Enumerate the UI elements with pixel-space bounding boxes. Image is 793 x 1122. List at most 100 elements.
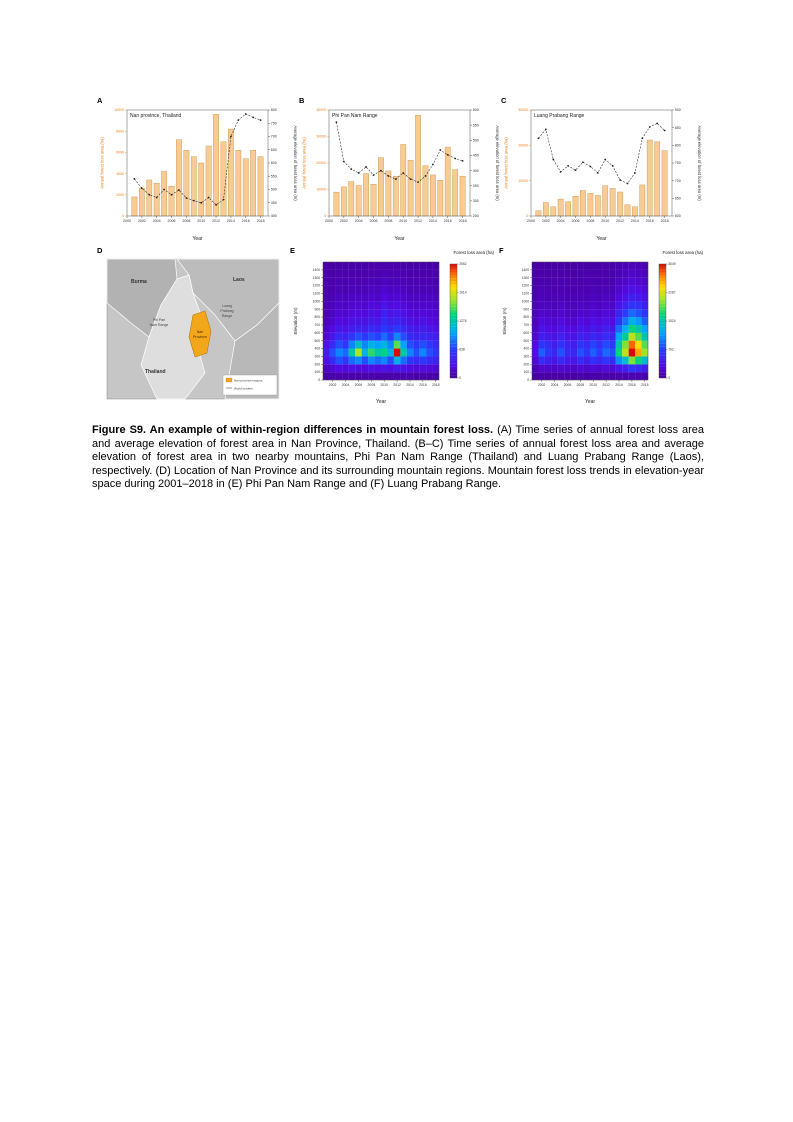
panel-e-heatmap-phi-pan-nam: E 0 100 200 300 400 500 600 700 800 900 1000 1100 120… [290, 245, 496, 407]
svg-text:2012: 2012 [393, 383, 401, 387]
svg-text:2002: 2002 [138, 219, 146, 223]
svg-text:700: 700 [315, 323, 321, 327]
svg-text:550: 550 [473, 123, 479, 127]
map-label-burma: Burma [131, 279, 147, 285]
svg-text:1524: 1524 [668, 319, 676, 323]
svg-text:40000: 40000 [316, 108, 326, 112]
map-region-nan-province [188, 310, 212, 358]
svg-text:2010: 2010 [601, 219, 609, 223]
svg-text:1300: 1300 [522, 276, 530, 280]
svg-text:750: 750 [675, 161, 681, 165]
svg-text:2018: 2018 [661, 219, 669, 223]
svg-text:600: 600 [271, 161, 277, 165]
legend-label-nan: Nan province regions [234, 378, 263, 382]
x-axis-label: Year [585, 399, 595, 405]
svg-text:30000: 30000 [518, 108, 528, 112]
svg-text:2014: 2014 [429, 219, 437, 223]
panel-letter: C [501, 96, 507, 105]
panel-f-svg: F 0 100 200 300 400 500 600 700 800 900 1000 1100 120… [499, 246, 704, 405]
panel-f-heatmap-luang-prabang: F 0 100 200 300 400 500 600 700 800 900 1000 1100 120… [499, 245, 705, 407]
svg-text:2012: 2012 [616, 219, 624, 223]
map-label-laos: Laos [233, 277, 245, 283]
svg-text:0: 0 [527, 378, 529, 382]
svg-text:2008: 2008 [577, 383, 585, 387]
svg-text:2018: 2018 [459, 219, 467, 223]
svg-text:1100: 1100 [313, 292, 320, 296]
svg-text:2018: 2018 [432, 383, 440, 387]
svg-text:2002: 2002 [329, 383, 337, 387]
map-row: D Burma Laos Thailand Phi Pan Nam Range Luang P… [97, 245, 707, 407]
svg-text:0: 0 [668, 376, 670, 380]
colorbar [659, 264, 666, 379]
svg-text:1000: 1000 [522, 299, 530, 303]
legend-label-borders: World borders [234, 386, 253, 390]
svg-text:6000: 6000 [116, 151, 124, 155]
heatmap-cells [532, 262, 649, 381]
svg-text:250: 250 [473, 214, 479, 218]
svg-text:30000: 30000 [316, 135, 326, 139]
svg-text:700: 700 [675, 179, 681, 183]
chart-title: Nan province, Thailand [130, 113, 182, 119]
svg-text:600: 600 [473, 108, 479, 112]
chart-title: Phi Pan Nam Range [332, 113, 378, 119]
map-label-nan-province: Nan [197, 330, 204, 334]
svg-text:2002: 2002 [542, 219, 550, 223]
forest-loss-bars [535, 139, 668, 217]
svg-text:800: 800 [524, 315, 530, 319]
svg-text:2014: 2014 [631, 219, 639, 223]
svg-text:2006: 2006 [168, 219, 176, 223]
right-axis-label: Average elevation of forest loss area (m… [697, 125, 702, 201]
svg-text:2010: 2010 [589, 383, 597, 387]
svg-text:650: 650 [271, 148, 277, 152]
svg-text:2016: 2016 [444, 219, 452, 223]
svg-text:300: 300 [473, 199, 479, 203]
svg-text:2002: 2002 [538, 383, 546, 387]
panel-c-luang-prabang-chart: C 0 10000 20000 30000 600 650 700 750 800 850 900 20… [501, 95, 702, 243]
svg-text:1300: 1300 [313, 276, 321, 280]
figure-caption: Figure S9. An example of within-region d… [92, 424, 704, 492]
svg-text:800: 800 [271, 108, 277, 112]
panel-a-svg: A020004000600080001000040045050055060065… [97, 96, 298, 242]
svg-text:800: 800 [675, 144, 681, 148]
svg-text:2014: 2014 [227, 219, 235, 223]
legend-swatch-nan [225, 377, 233, 383]
svg-text:1400: 1400 [522, 268, 530, 272]
svg-text:2004: 2004 [355, 219, 363, 223]
right-axis-label: Average elevation of forest loss area (m… [495, 125, 500, 201]
svg-text:1914: 1914 [459, 291, 467, 295]
svg-text:2004: 2004 [557, 219, 565, 223]
svg-text:2004: 2004 [342, 383, 350, 387]
svg-text:0: 0 [122, 214, 124, 218]
chart-title: Luang Prabang Range [534, 113, 585, 119]
map-legend [222, 374, 278, 396]
svg-text:2000: 2000 [123, 219, 131, 223]
svg-text:0: 0 [526, 214, 528, 218]
map-label-phi-pan-nam: Nam Range [150, 323, 169, 327]
svg-text:1400: 1400 [313, 268, 321, 272]
svg-text:2012: 2012 [212, 219, 220, 223]
svg-text:10000: 10000 [316, 188, 326, 192]
svg-text:2016: 2016 [419, 383, 427, 387]
svg-text:2018: 2018 [257, 219, 265, 223]
svg-text:300: 300 [524, 355, 530, 359]
svg-text:500: 500 [315, 339, 321, 343]
svg-text:762: 762 [668, 348, 674, 352]
svg-text:2002: 2002 [340, 219, 348, 223]
svg-text:2016: 2016 [242, 219, 250, 223]
svg-text:100: 100 [524, 370, 530, 374]
svg-text:2000: 2000 [325, 219, 333, 223]
svg-text:0: 0 [324, 214, 326, 218]
svg-text:2006: 2006 [572, 219, 580, 223]
svg-text:450: 450 [473, 154, 479, 158]
svg-text:600: 600 [524, 331, 530, 335]
map-label-luang-prabang: Prabang [220, 309, 233, 313]
map-label-phi-pan-nam: Phi Pan [153, 318, 165, 322]
svg-text:500: 500 [271, 188, 277, 192]
caption-body-text: (A) Time series of annual forest loss ar… [92, 424, 704, 490]
colorbar-title: Forest loss area (ha) [453, 250, 494, 255]
left-axis-label: Annual forest loss area (ha) [302, 137, 307, 189]
caption-bold-lead: Figure S9. An example of within-region d… [92, 424, 494, 436]
svg-text:20000: 20000 [518, 144, 528, 148]
svg-text:1200: 1200 [522, 284, 530, 288]
